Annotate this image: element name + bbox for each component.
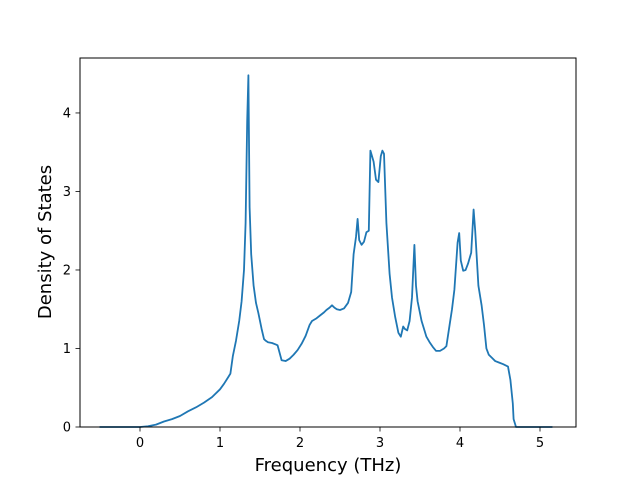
plot-area — [99, 74, 553, 428]
y-tick-label: 4 — [63, 106, 71, 121]
dos-series-line-0 — [99, 74, 553, 428]
x-tick-label: 2 — [296, 436, 304, 451]
y-tick-label: 1 — [63, 342, 71, 357]
y-axis-title: Density of States — [35, 165, 56, 319]
x-tick-label: 3 — [376, 436, 384, 451]
y-tick-label: 2 — [63, 263, 71, 278]
y-tick-label: 0 — [63, 421, 71, 436]
x-tick-label: 0 — [136, 436, 144, 451]
axes-frame — [79, 57, 577, 428]
x-tick-label: 4 — [456, 436, 464, 451]
x-tick-label: 1 — [216, 436, 224, 451]
y-axis-ticks: 0 1 2 3 4 — [63, 106, 80, 436]
x-axis-ticks: 0 1 2 3 4 5 — [136, 427, 544, 451]
y-tick-label: 3 — [63, 185, 71, 200]
x-tick-label: 5 — [536, 436, 544, 451]
x-axis-title: Frequency (THz) — [255, 455, 402, 476]
